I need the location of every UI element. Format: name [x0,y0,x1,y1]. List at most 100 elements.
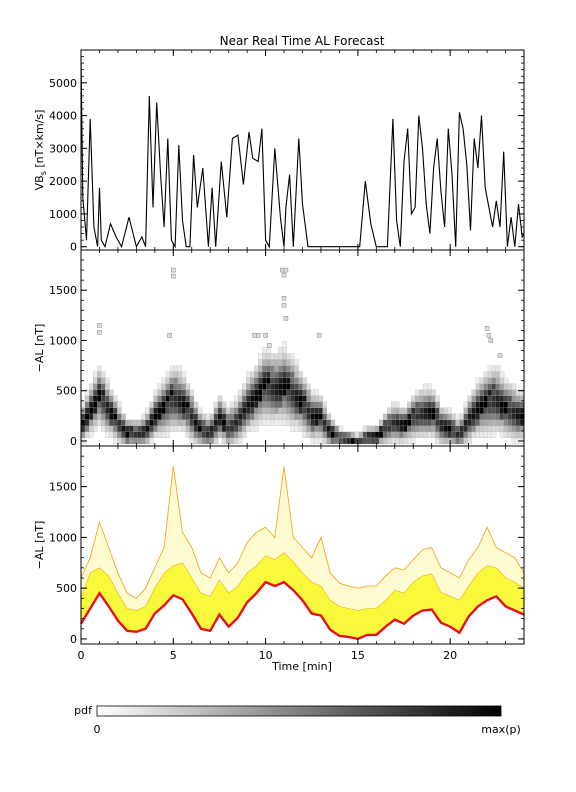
pdf-cell [395,401,400,408]
pdf-cell [193,407,199,414]
pdf-cell [382,437,388,445]
pdf-cell [491,407,497,414]
pdf-cell [242,419,247,426]
pdf-cell [92,389,98,396]
pdf-cell [471,425,477,432]
pdf-cell [197,431,203,438]
colorbar-gradient [96,705,502,717]
pdf-cell [475,383,481,390]
pdf-cell [382,425,388,432]
pdf-cell [354,431,360,438]
pdf-cell [221,413,227,420]
pdf-cell [314,413,320,420]
pdf-cell [121,425,126,432]
pdf-cell [503,425,509,432]
pdf-cell [193,437,199,445]
pdf-cell [499,431,505,438]
pdf-cell [233,413,239,420]
pdf-cell [403,437,408,445]
pdf-cell [350,437,356,445]
pdf-cell [197,425,203,432]
pdf-cell [177,395,183,402]
pdf-cell [169,401,175,408]
vbs-panel: 0 1000 2000 3000 4000 5000 VBs [nT×km/s] [33,49,525,254]
pdf-cell [258,395,263,402]
pdf-cell [177,371,183,378]
pdf-cell [427,431,432,438]
pdf-cell [302,431,307,438]
pdf-cell [117,419,122,426]
pdf-cell [278,407,283,414]
pdf-cell [310,401,316,408]
pdf-outlier-cell [97,330,102,335]
pdf-cell [266,395,271,402]
pdf-cell [282,371,287,378]
pdf-cell [242,413,247,420]
pdf-cell [274,353,279,360]
pdf-cell [491,377,497,384]
pdf-cell [507,383,513,390]
pdf-cell [129,419,134,426]
pdf-cell [399,407,404,414]
pdf-cell [403,425,408,432]
pdf-cell [84,407,90,414]
pdf-cell [161,425,166,432]
pdf-cell [96,377,102,384]
pdf-cell [278,377,283,384]
pdf-cell [294,401,299,408]
pdf-cell [479,419,485,426]
pdf-cell [105,419,110,426]
pdf-cell [487,401,493,408]
pdf-cell [370,425,376,432]
pdf-cell [294,395,299,402]
pdf-cell [262,353,267,360]
pdf-cell [451,413,456,420]
al-band-series [79,466,525,641]
pdf-cell [145,419,150,426]
pdf-cell [246,401,251,408]
pdf-cell [250,401,255,408]
pdf-cell [282,395,287,402]
pdf-cell [395,413,400,420]
pdf-cell [447,413,452,420]
pdf-cell [274,371,279,378]
pdf-cell [475,401,481,408]
pdf-cell [258,353,263,360]
pdf-cell [294,383,299,390]
pdf-cell [137,425,142,432]
al-pdf-panel: 0 500 1000 1500 −AL [nT] [33,249,525,448]
pdf-cell [403,407,408,414]
pdf-cell [246,413,251,420]
pdf-cell [113,413,118,420]
pdf-cell [100,407,106,414]
pdf-cell [467,419,473,426]
pdf-cell [80,431,86,438]
pdf-cell [274,419,279,426]
pdf-cell [415,389,420,396]
pdf-cell [109,389,114,396]
y-tick-label: 5000 [49,77,77,90]
pdf-cell [515,419,521,426]
pdf-cell [113,401,118,408]
pdf-cell [503,413,509,420]
y-tick-label: 0 [70,241,77,254]
pdf-cell [511,413,517,420]
pdf-cell [238,395,243,402]
pdf-cell [310,413,316,420]
pdf-cell [286,353,291,360]
pdf-cell [185,419,191,426]
pdf-cell [395,437,400,445]
pdf-cell [274,407,279,414]
pdf-cell [278,395,283,402]
pdf-cell [479,377,485,384]
pdf-cell [499,425,505,432]
pdf-cell [366,437,372,445]
pdf-cell [96,419,102,426]
pdf-cell [407,437,412,445]
pdf-cell [270,419,275,426]
pdf-cell [201,437,207,445]
pdf-cell [318,395,324,402]
pdf-cell [258,407,263,414]
pdf-cell [495,365,501,372]
pdf-cell [298,407,303,414]
